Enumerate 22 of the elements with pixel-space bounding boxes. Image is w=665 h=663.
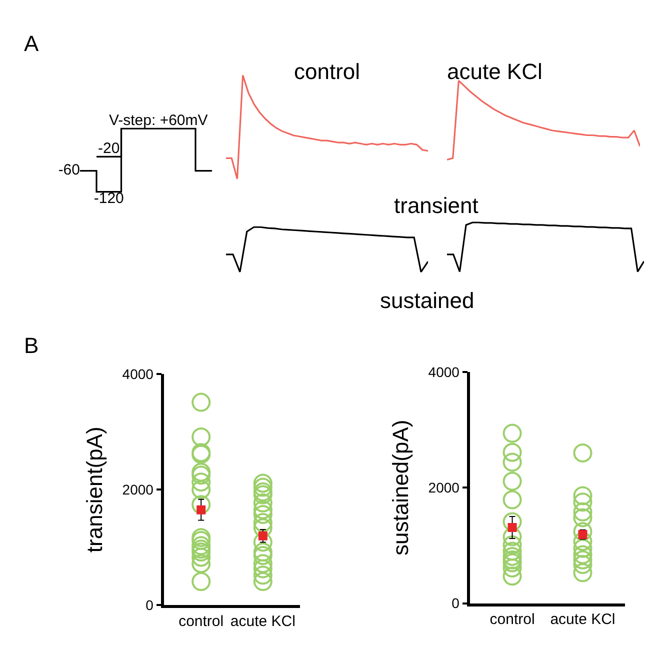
data-label: V-step: +60mV <box>108 112 208 129</box>
x-tick-label: acute KCl <box>230 612 296 630</box>
text: sustained <box>380 288 474 313</box>
x-tick-label: control <box>490 611 535 628</box>
y-axis-title: sustained(pA) <box>388 420 414 556</box>
text: B <box>24 333 39 358</box>
y-tick-label: 0 <box>146 597 154 614</box>
y-tick-label: 4000 <box>428 364 460 380</box>
chart-title: control <box>294 59 360 84</box>
data-label: -120 <box>94 190 124 208</box>
text: A <box>24 31 39 56</box>
y-tick-label: 2000 <box>428 480 460 496</box>
y-tick-label: 2000 <box>122 481 154 498</box>
x-tick-label: acute KCl <box>550 611 616 628</box>
y-tick-label: 4000 <box>122 366 154 382</box>
y-axis-title: transient(pA) <box>82 426 108 553</box>
y-tick-label: 0 <box>452 595 460 612</box>
text: transient <box>394 193 478 218</box>
data-label: -20 <box>98 140 120 157</box>
chart-title: acute KCl <box>447 59 542 84</box>
data-label: -60 <box>58 162 80 179</box>
x-tick-label: control <box>178 612 224 630</box>
